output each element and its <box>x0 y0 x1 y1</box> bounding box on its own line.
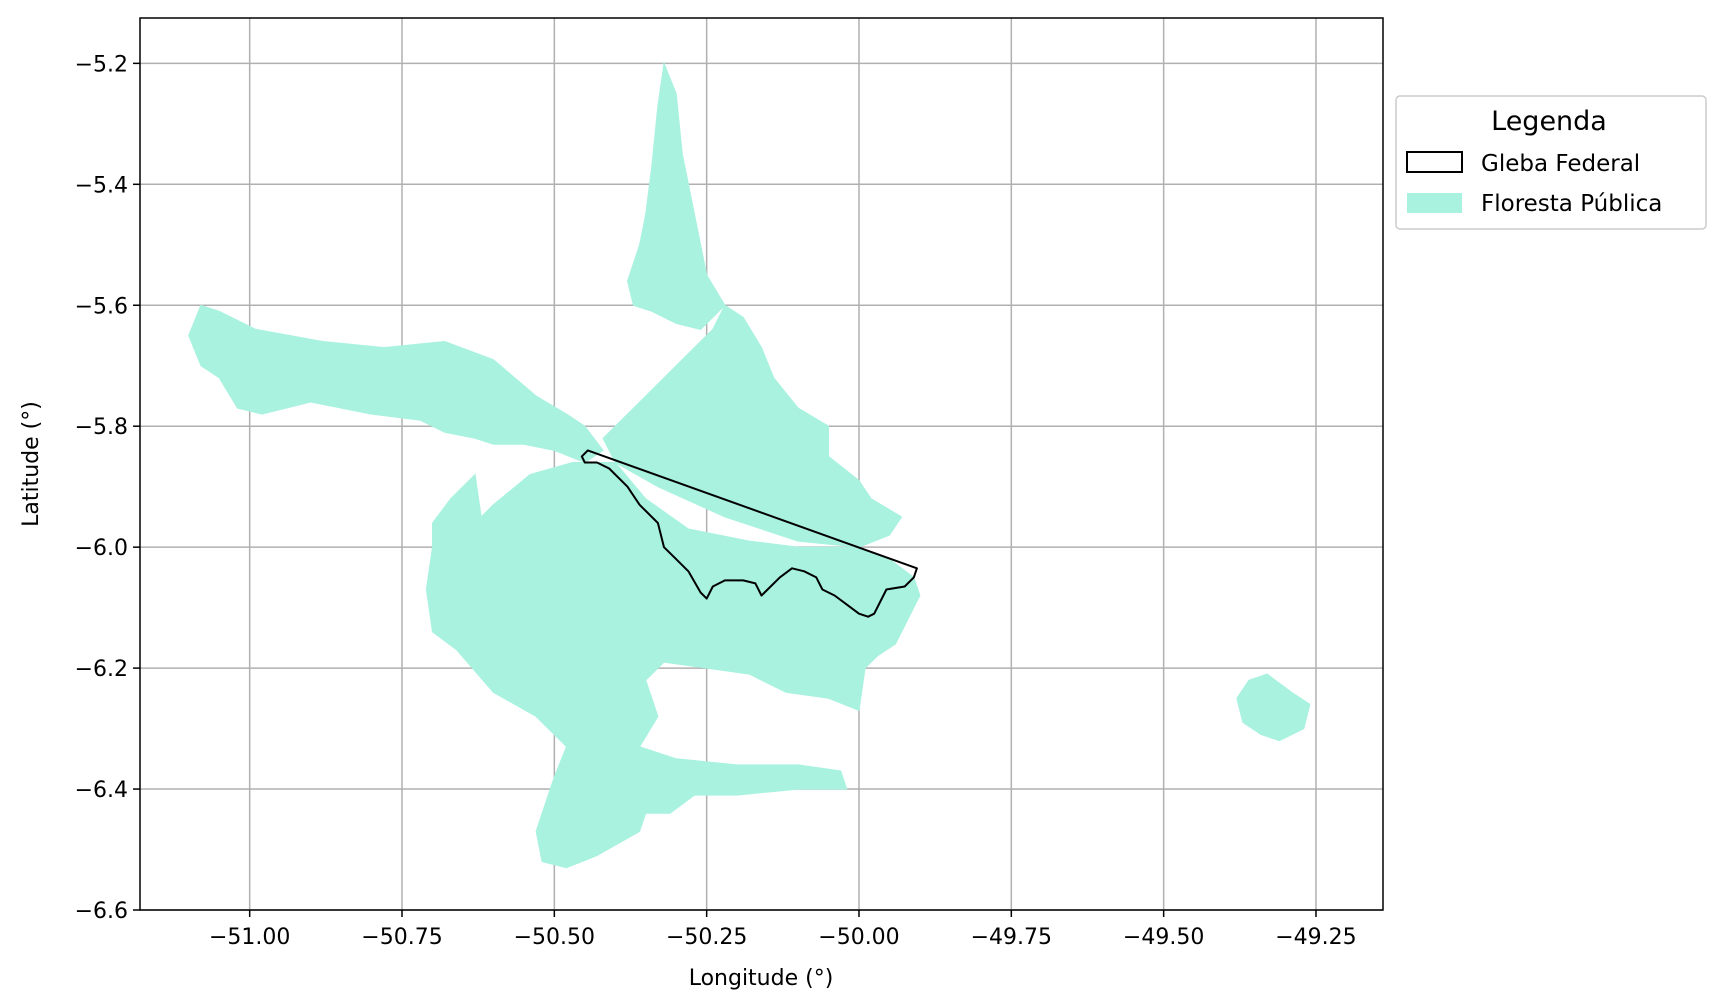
x-tick-label: −50.25 <box>666 925 747 950</box>
floresta-publica-polygon <box>425 462 921 869</box>
y-axis-ticks: −5.2 −5.4 −5.6 −5.8 −6.0 −6.2 −6.4 −6.6 <box>75 52 140 924</box>
gleba-federal-outline <box>580 449 918 618</box>
legend-swatch-gleba-federal <box>1406 151 1463 173</box>
floresta-publica-polygon <box>188 304 604 464</box>
floresta-publica-layer <box>188 61 1311 869</box>
y-tick-label: −5.2 <box>75 52 128 77</box>
y-tick-label: −6.2 <box>75 657 128 682</box>
x-tick-label: −50.75 <box>361 925 442 950</box>
x-tick-label: −51.00 <box>209 925 290 950</box>
floresta-publica-polygon <box>1236 673 1311 742</box>
floresta-publica-polygon <box>626 61 726 330</box>
y-tick-label: −6.0 <box>75 536 128 561</box>
legend-label-floresta-publica: Floresta Pública <box>1481 191 1662 217</box>
x-tick-label: −50.00 <box>818 925 899 950</box>
gleba-federal-layer <box>580 449 918 618</box>
x-axis-ticks: −51.00 −50.75 −50.50 −50.25 −50.00 −49.75 −49.… <box>209 910 1357 950</box>
legend-swatch-floresta-publica <box>1407 193 1462 213</box>
legend: Legenda Gleba Federal Floresta Pública <box>1395 95 1707 230</box>
y-tick-label: −5.8 <box>75 415 128 440</box>
floresta-publica-polygon <box>602 304 903 548</box>
legend-box <box>1395 95 1707 230</box>
y-tick-label: −6.4 <box>75 778 128 803</box>
x-tick-label: −50.50 <box>514 925 595 950</box>
y-tick-label: −5.4 <box>75 173 128 198</box>
x-tick-label: −49.75 <box>971 925 1052 950</box>
legend-title: Legenda <box>1491 106 1607 137</box>
x-tick-label: −49.25 <box>1275 925 1356 950</box>
y-tick-label: −6.6 <box>75 899 128 924</box>
y-axis-label: Latitude (°) <box>19 401 44 527</box>
x-axis-label: Longitude (°) <box>689 966 834 991</box>
x-tick-label: −49.50 <box>1123 925 1204 950</box>
plot-frame <box>139 17 1384 911</box>
legend-label-gleba-federal: Gleba Federal <box>1481 151 1640 177</box>
y-tick-label: −5.6 <box>75 294 128 319</box>
